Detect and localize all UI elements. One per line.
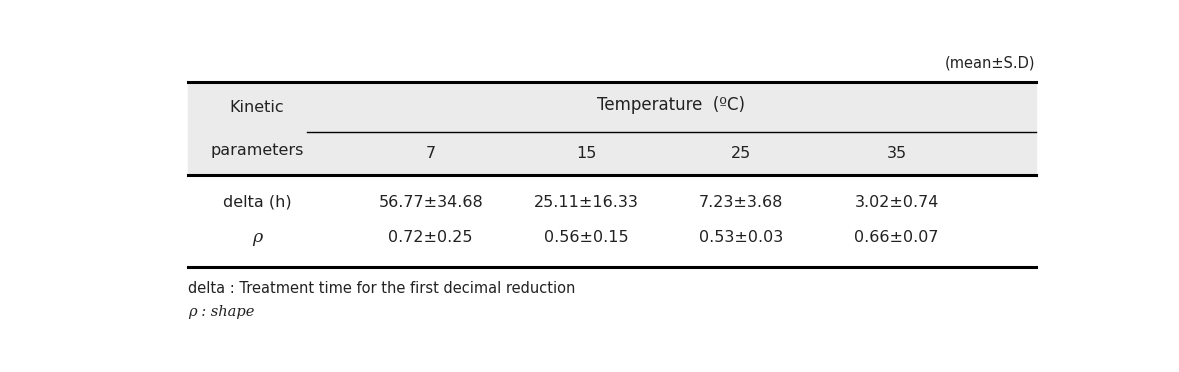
- Text: 7.23±3.68: 7.23±3.68: [699, 195, 784, 210]
- Text: 0.53±0.03: 0.53±0.03: [699, 231, 783, 246]
- Text: 7: 7: [426, 146, 436, 161]
- Bar: [189, 82, 1035, 175]
- Text: (mean±S.D): (mean±S.D): [946, 56, 1035, 71]
- Text: 56.77±34.68: 56.77±34.68: [378, 195, 483, 210]
- Text: delta : Treatment time for the first decimal reduction: delta : Treatment time for the first dec…: [189, 280, 575, 296]
- Text: Kinetic: Kinetic: [230, 100, 284, 115]
- Text: ρ : shape: ρ : shape: [189, 305, 255, 320]
- Text: 25.11±16.33: 25.11±16.33: [534, 195, 638, 210]
- Text: ρ: ρ: [252, 230, 262, 247]
- Text: 15: 15: [575, 146, 597, 161]
- Text: delta (h): delta (h): [223, 195, 291, 210]
- Text: parameters: parameters: [210, 143, 304, 158]
- Text: 0.66±0.07: 0.66±0.07: [855, 231, 938, 246]
- Text: 0.56±0.15: 0.56±0.15: [544, 231, 628, 246]
- Text: 35: 35: [887, 146, 907, 161]
- Text: 3.02±0.74: 3.02±0.74: [855, 195, 938, 210]
- Text: Temperature  (ºC): Temperature (ºC): [598, 96, 745, 114]
- Text: 0.72±0.25: 0.72±0.25: [388, 231, 473, 246]
- Text: 25: 25: [731, 146, 751, 161]
